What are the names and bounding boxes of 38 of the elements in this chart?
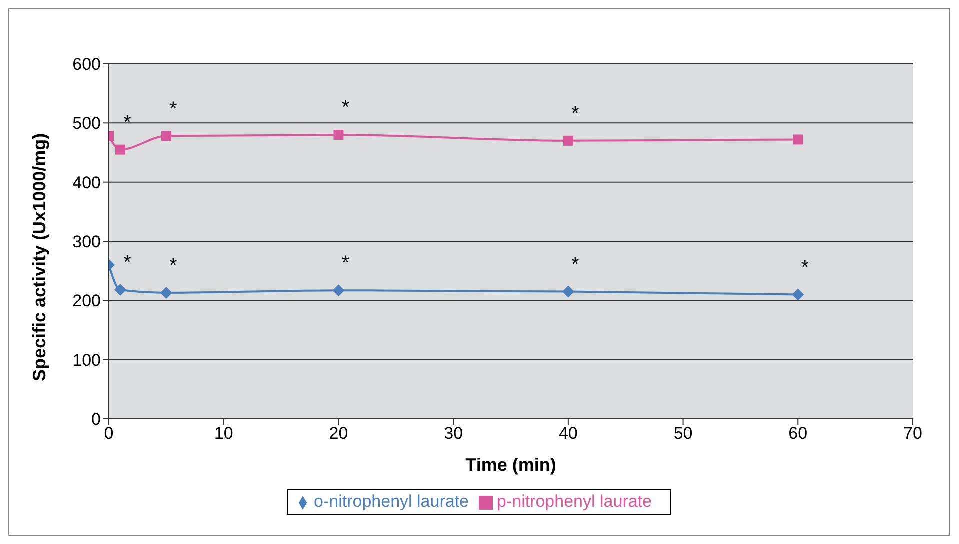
point <box>161 131 172 142</box>
y-tick-label: 0 <box>92 410 101 430</box>
point <box>792 288 804 301</box>
x-tick-label: 40 <box>558 424 578 444</box>
annotation: * <box>124 252 132 274</box>
x-tick-label: 10 <box>214 424 234 444</box>
annotation: * <box>801 256 810 279</box>
y-tick-label: 600 <box>72 55 101 74</box>
point <box>332 284 345 297</box>
x-tick-label: 60 <box>788 424 808 444</box>
x-tick-label: 70 <box>904 424 922 444</box>
y-tick-label: 100 <box>72 350 101 370</box>
annotation: * <box>572 103 580 126</box>
point <box>114 284 126 296</box>
y-tick-label: 400 <box>72 173 101 192</box>
x-tick-label: 20 <box>329 424 348 444</box>
x-axis-title: Time (min) <box>466 455 556 475</box>
point <box>334 130 344 140</box>
y-tick-label: 200 <box>72 292 101 311</box>
y-axis-title: Specific activity (Ux1000/mg) <box>29 133 50 382</box>
point <box>115 144 126 155</box>
x-tick-label: 50 <box>674 424 693 444</box>
y-tick-label: 500 <box>72 114 101 134</box>
annotation: * <box>124 112 132 134</box>
annotation: * <box>572 254 580 276</box>
legend-label: o-nitrophenyl laurate <box>314 492 469 511</box>
y-tick-label: 300 <box>72 232 101 252</box>
x-tick-label: 0 <box>104 424 114 444</box>
annotation: * <box>342 97 350 120</box>
point <box>160 286 172 299</box>
legend-label: p-nitrophenyl laurate <box>497 492 652 511</box>
annotation: * <box>342 252 350 275</box>
x-tick-label: 30 <box>444 424 464 444</box>
annotation: * <box>170 255 178 278</box>
annotation: * <box>170 98 178 120</box>
point <box>562 286 574 298</box>
point <box>563 136 574 146</box>
point <box>793 134 804 145</box>
